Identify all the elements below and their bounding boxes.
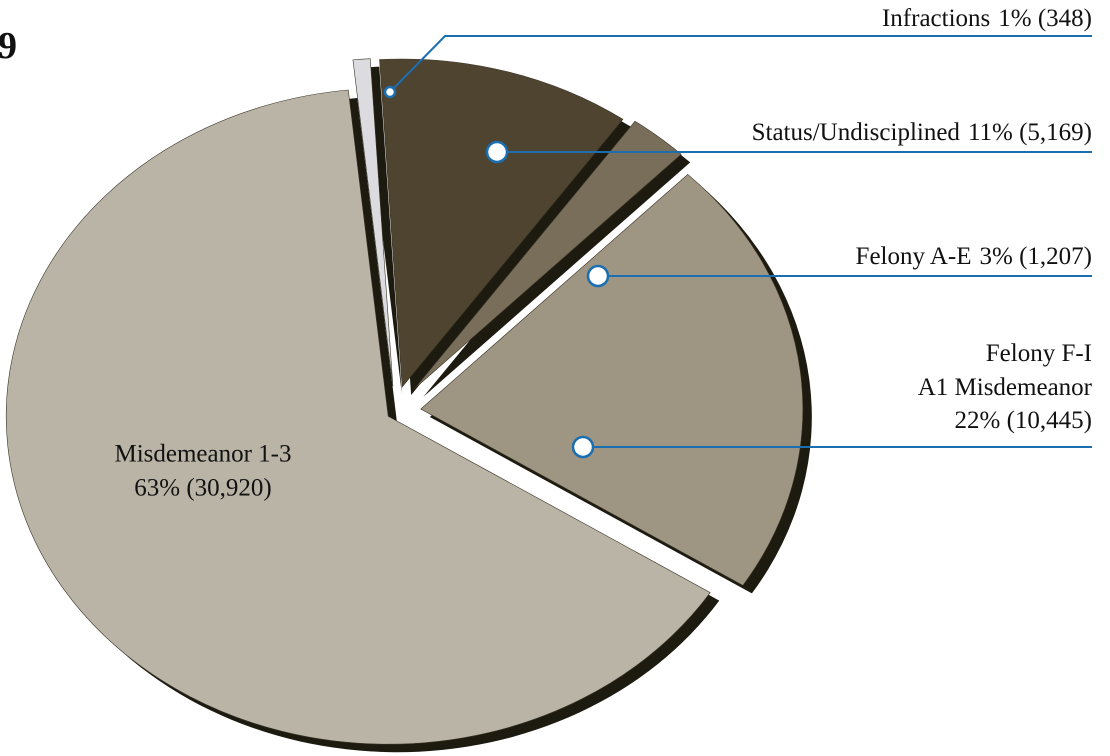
slice-label: Infractions 1% (348) — [882, 5, 1092, 32]
leader-dot — [485, 140, 509, 164]
slice — [352, 58, 394, 387]
leader-line — [389, 35, 1092, 93]
label-part: 1% (348) — [998, 5, 1092, 32]
label-part: Felony A-E — [856, 243, 972, 270]
slice-label: A1 Misdemeanor — [918, 374, 1093, 401]
slice-label: Felony A-E 3% (1,207) — [856, 243, 1092, 270]
slice-label: Misdemeanor 1-3 — [114, 441, 291, 468]
label-part: 3% (1,207) — [980, 243, 1092, 270]
label-part: 11% (5,169) — [968, 119, 1092, 146]
slice-label: 63% (30,920) — [134, 475, 271, 502]
slice-label: Felony F-I — [986, 340, 1092, 367]
slice-label: 22% (10,445) — [955, 407, 1092, 434]
leader-dot — [383, 85, 397, 99]
slice — [413, 120, 682, 390]
chart-title: 9 — [0, 25, 17, 67]
slice-label: Status/Undisciplined 11% (5,169) — [752, 119, 1092, 146]
label-part: Status/Undisciplined — [752, 119, 961, 146]
label-part: Felony F-I — [986, 340, 1092, 367]
slice — [379, 58, 624, 388]
label-part: A1 Misdemeanor — [918, 374, 1093, 401]
leader-dot — [571, 435, 595, 459]
label-part: 22% (10,445) — [955, 407, 1092, 434]
slice — [5, 89, 711, 745]
label-part: Infractions — [882, 5, 990, 32]
leader-dot — [586, 264, 610, 288]
slice — [420, 174, 804, 586]
